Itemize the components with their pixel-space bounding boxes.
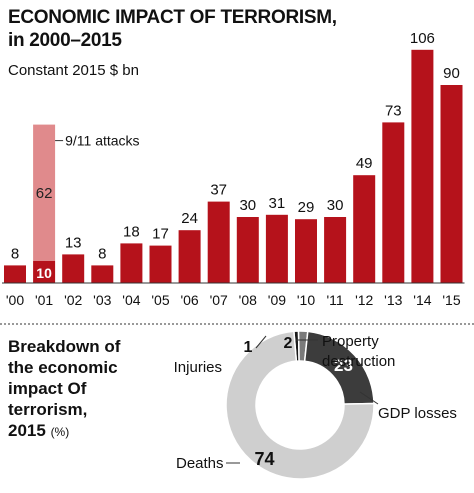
x-tick-label: '01 xyxy=(35,292,53,308)
bar-12 xyxy=(353,175,376,283)
slice-value-property-destruction: 2 xyxy=(284,335,293,352)
section-divider xyxy=(0,323,474,325)
bar-01 xyxy=(33,261,56,283)
value-label: 13 xyxy=(65,234,82,251)
bar-02 xyxy=(62,254,85,283)
x-tick-label: '02 xyxy=(64,292,82,308)
breakdown-year: 2015 xyxy=(8,421,46,440)
value-label: 17 xyxy=(152,226,169,243)
value-label: 8 xyxy=(11,245,19,262)
value-label: 30 xyxy=(327,197,344,214)
slice-value-deaths: 74 xyxy=(254,449,274,469)
bar-07 xyxy=(207,201,230,283)
x-tick-label: '13 xyxy=(384,292,402,308)
x-tick-label: '07 xyxy=(210,292,228,308)
bar-04 xyxy=(120,243,143,283)
bar-06 xyxy=(178,230,201,283)
value-label: 24 xyxy=(181,210,198,227)
slice-value-gdp-losses: 23 xyxy=(334,356,353,375)
x-tick-label: '00 xyxy=(6,292,24,308)
value-label: 90 xyxy=(443,65,460,82)
value-label: 37 xyxy=(210,182,227,199)
slice-value-injuries: 1 xyxy=(244,339,253,356)
bar-chart-body: 8 '00 10 62 9/11 attacks '01 13 '02 8 '03 18 '04 17 '… xyxy=(2,30,465,308)
bar-13 xyxy=(382,122,405,284)
x-tick-label: '03 xyxy=(93,292,111,308)
value-label: 73 xyxy=(385,102,402,119)
x-tick-label: '06 xyxy=(180,292,198,308)
x-tick-label: '09 xyxy=(268,292,286,308)
breakdown-title-line-1: Breakdown of xyxy=(8,337,121,356)
value-label: 31 xyxy=(269,195,286,212)
breakdown-title-line-2: the economic xyxy=(8,358,118,377)
label-property-destruction-line-1: Property xyxy=(322,333,379,350)
value-label: 30 xyxy=(239,197,256,214)
bar-14 xyxy=(411,49,434,283)
bar-09 xyxy=(265,214,288,283)
bar-segment-9-11 xyxy=(33,124,56,261)
breakdown-title: Breakdown of the economic impact Of terr… xyxy=(8,336,168,443)
donut-body: 23 74 2 1 Injuries Property destruction GDP los… xyxy=(174,330,457,480)
bar-08 xyxy=(236,217,259,283)
breakdown-title-line-5: 2015 (%) xyxy=(8,420,168,443)
leader-injuries xyxy=(255,335,267,349)
x-tick-label: '11 xyxy=(326,292,343,308)
breakdown-title-line-3: impact Of xyxy=(8,379,87,398)
bar-03 xyxy=(91,265,114,283)
x-tick-label: '08 xyxy=(239,292,257,308)
value-label: 8 xyxy=(98,245,106,262)
x-tick-label: '12 xyxy=(355,292,373,308)
label-gdp-losses: GDP losses xyxy=(378,405,457,422)
label-injuries: Injuries xyxy=(174,359,222,376)
annotation-9-11: 9/11 attacks xyxy=(65,133,139,149)
breakdown-title-line-4: terrorism, xyxy=(8,400,88,419)
label-deaths: Deaths xyxy=(176,455,224,472)
bar-05 xyxy=(149,245,172,283)
value-label: 49 xyxy=(356,155,373,172)
bar-00 xyxy=(4,265,26,283)
value-label: 62 xyxy=(36,185,53,202)
value-label: 29 xyxy=(298,199,315,216)
x-tick-label: '14 xyxy=(413,292,431,308)
value-label: 18 xyxy=(123,223,140,240)
breakdown-unit: (%) xyxy=(50,425,70,439)
bar-10 xyxy=(295,219,317,283)
x-tick-label: '10 xyxy=(297,292,315,308)
bar-15 xyxy=(440,85,463,283)
x-tick-label: '05 xyxy=(151,292,169,308)
value-label: 106 xyxy=(410,30,435,47)
bar-11 xyxy=(324,217,347,283)
x-tick-label: '15 xyxy=(442,292,460,308)
chart-subtitle: Constant 2015 $ bn xyxy=(8,62,139,79)
bar-chart: 8 '00 10 62 9/11 attacks '01 13 '02 8 '03 18 '04 17 '… xyxy=(2,30,465,308)
slice-deaths xyxy=(225,330,375,480)
x-tick-label: '04 xyxy=(122,292,140,308)
chart-title: ECONOMIC IMPACT OF TERRORISM, in 2000–20… xyxy=(8,6,348,52)
title-line-2: in 2000–2015 xyxy=(8,30,122,51)
title-line-1: ECONOMIC IMPACT OF TERRORISM, xyxy=(8,7,337,28)
label-property-destruction-line-2: destruction xyxy=(322,353,395,370)
leader-gdp-losses xyxy=(359,391,379,405)
value-label: 10 xyxy=(36,265,52,281)
